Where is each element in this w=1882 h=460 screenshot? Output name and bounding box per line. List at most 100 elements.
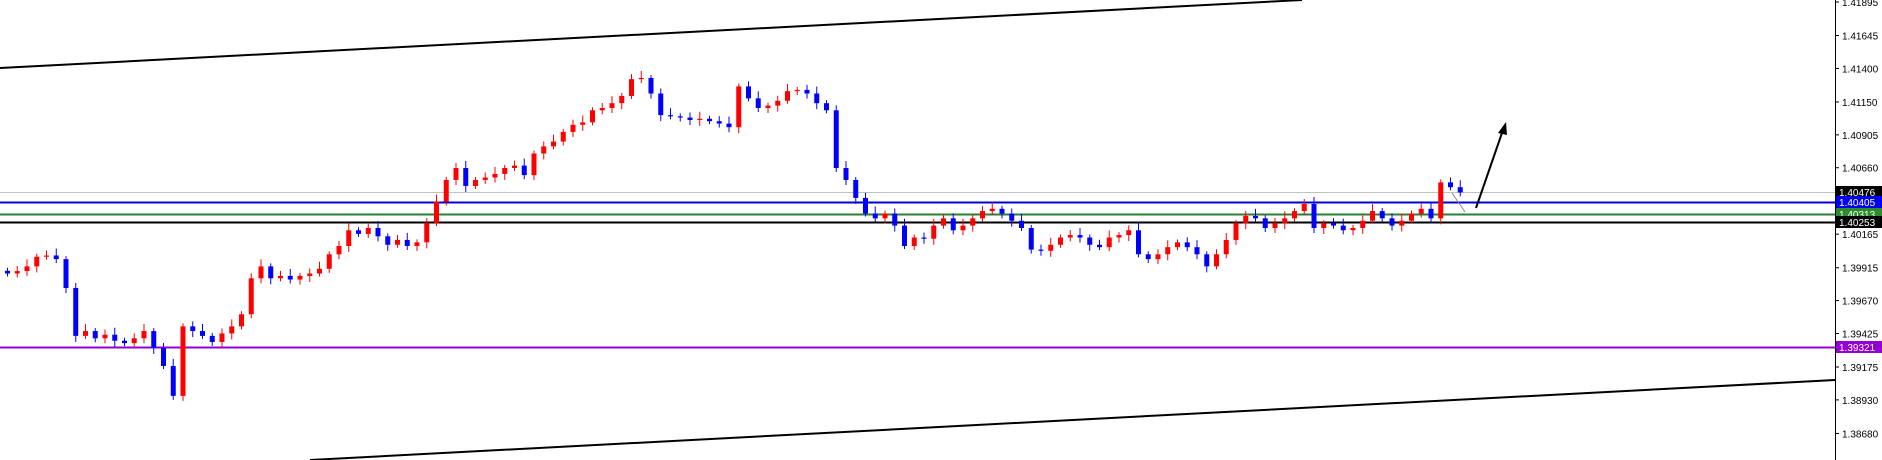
candle — [1340, 218, 1346, 235]
candle — [63, 256, 69, 293]
candle — [463, 161, 469, 192]
upper-channel-line[interactable] — [0, 0, 1303, 69]
candle — [434, 194, 439, 227]
candle-body — [268, 266, 274, 279]
y-tick-label: 1.39915 — [1842, 264, 1879, 275]
candle-body — [1175, 242, 1180, 248]
candle — [131, 333, 137, 348]
candle-body — [746, 86, 751, 99]
candle — [921, 232, 927, 244]
candle-body — [1214, 254, 1219, 267]
candle-body — [1009, 213, 1015, 221]
candle — [551, 134, 556, 150]
candle-body — [921, 237, 927, 239]
candle — [619, 92, 625, 110]
candle-body — [1194, 247, 1200, 255]
candle-body — [1097, 244, 1102, 248]
candle — [492, 166, 498, 183]
candle-body — [629, 79, 634, 96]
candle-body — [599, 108, 605, 111]
candle-body — [950, 218, 956, 231]
y-tick-label: 1.41645 — [1842, 32, 1879, 43]
candle — [560, 128, 566, 146]
y-tick-label: 1.39670 — [1842, 297, 1879, 308]
candle — [346, 223, 352, 252]
candle — [1087, 234, 1093, 251]
candle-body — [531, 153, 537, 176]
candle-body — [843, 168, 849, 180]
candle — [1097, 239, 1102, 251]
candle — [24, 259, 30, 277]
candle-body — [590, 110, 595, 123]
candle — [590, 107, 595, 126]
projection-line — [1451, 192, 1466, 213]
candle — [1379, 208, 1385, 223]
candle — [219, 328, 225, 347]
candle-body — [1145, 254, 1151, 260]
candle-body — [463, 168, 469, 186]
price-axis[interactable]: 1.41895 1.41645 1.41400 1.41150 1.40905 1.406… — [1835, 0, 1879, 440]
candle-body — [1262, 218, 1268, 228]
candle-body — [5, 270, 10, 274]
candle — [453, 163, 459, 185]
candle — [824, 100, 829, 114]
y-tick-label: 1.38930 — [1842, 396, 1879, 407]
lower-channel-line[interactable] — [309, 379, 1836, 460]
candle — [521, 158, 527, 180]
candle-body — [1077, 235, 1083, 238]
candle — [5, 267, 10, 277]
candle-body — [44, 255, 49, 257]
candle — [785, 84, 790, 104]
y-tick-label: 1.39175 — [1842, 363, 1879, 374]
candle — [1321, 220, 1327, 234]
candle-body — [1301, 203, 1307, 212]
candle-body — [356, 230, 361, 234]
candle-body — [92, 331, 98, 339]
candle-body — [833, 110, 839, 169]
candle — [648, 74, 654, 99]
candle — [726, 116, 732, 133]
candle — [599, 103, 605, 115]
level-price-label: 1.39321 — [1839, 343, 1876, 354]
candle — [112, 327, 118, 347]
candle — [356, 227, 361, 237]
candle — [765, 102, 771, 114]
candle — [326, 251, 332, 273]
candle — [170, 358, 176, 400]
candle-body — [638, 77, 644, 80]
candle-body — [404, 239, 410, 246]
candle-body — [512, 165, 517, 169]
level-label-bg — [1836, 196, 1882, 208]
candle — [512, 160, 517, 172]
candle — [1145, 251, 1151, 264]
candle — [1448, 177, 1453, 191]
candle — [1428, 201, 1434, 224]
candle-body — [424, 223, 430, 243]
candle — [44, 250, 49, 260]
up-arrow[interactable] — [1475, 122, 1507, 209]
candle-body — [1243, 215, 1249, 224]
candle — [1106, 230, 1112, 252]
candle-body — [1136, 230, 1141, 255]
candle — [404, 232, 410, 250]
candle-body — [1282, 218, 1288, 224]
candle — [843, 161, 849, 185]
candle — [1223, 232, 1229, 259]
candle-body — [170, 365, 176, 396]
candle — [882, 210, 888, 224]
candle — [746, 81, 751, 102]
candle-body — [863, 197, 868, 214]
candle — [872, 206, 878, 223]
candle-body — [775, 100, 781, 106]
candle-body — [317, 268, 322, 274]
candle-body — [902, 225, 907, 246]
candle — [1409, 210, 1414, 224]
candle-body — [336, 245, 342, 255]
candle — [502, 165, 508, 180]
candle-body — [1253, 215, 1258, 219]
candle — [668, 108, 673, 120]
y-tick-label: 1.40905 — [1842, 131, 1879, 142]
candle-body — [502, 168, 508, 174]
candle-body — [687, 117, 693, 120]
